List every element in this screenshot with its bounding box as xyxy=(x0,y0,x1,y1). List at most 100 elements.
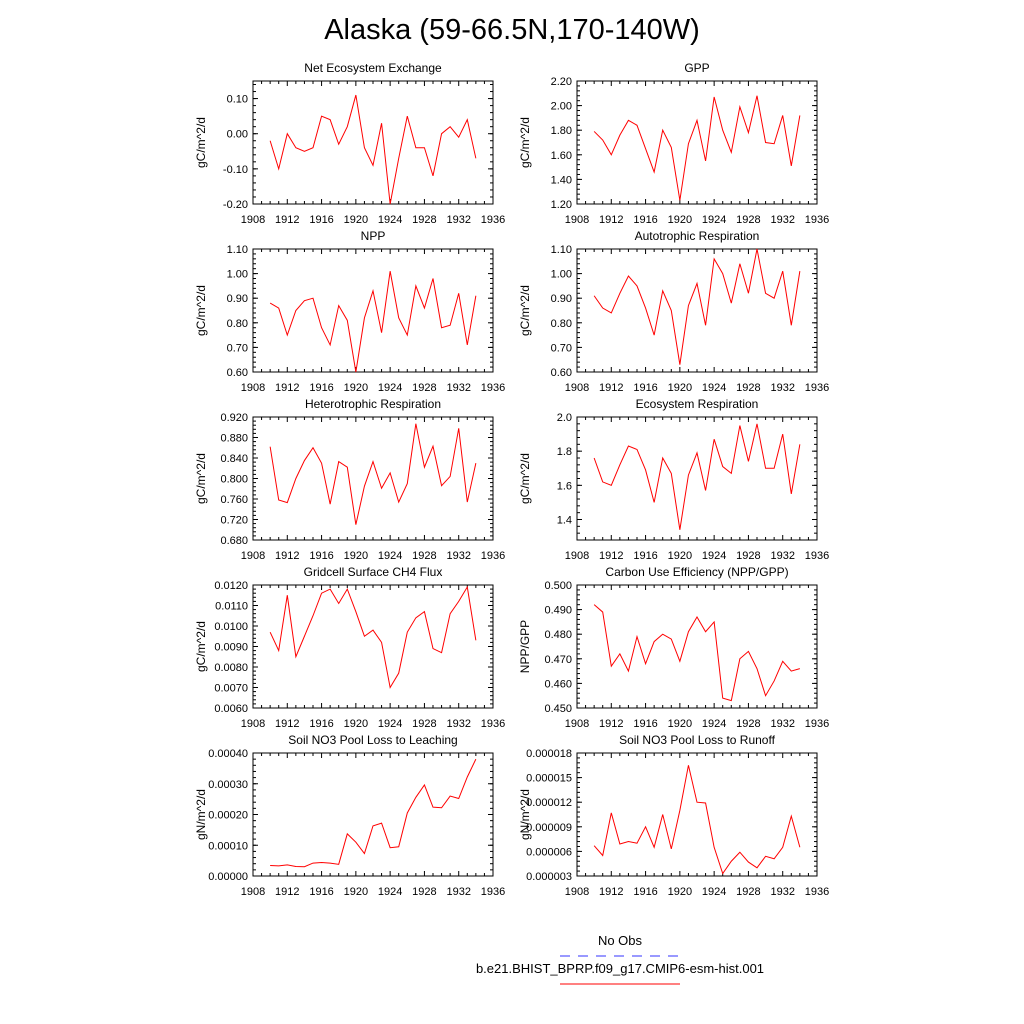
x-tick-label: 1916 xyxy=(633,382,657,394)
y-tick-label: 0.000009 xyxy=(526,822,572,834)
y-tick-label: 0.00 xyxy=(227,129,248,141)
x-tick-label: 1932 xyxy=(446,718,470,730)
y-tick-label: 0.920 xyxy=(220,412,248,424)
y-tick-label: 0.00040 xyxy=(208,748,248,760)
panel-autotrophic-respiration: Autotrophic Respiration 1908 1912 1916 1920 1… xyxy=(518,229,829,394)
x-tick-label: 1920 xyxy=(668,382,692,394)
y-tick-label: -0.20 xyxy=(223,199,248,211)
y-tick-label: 1.00 xyxy=(227,269,248,281)
x-tick-label: 1936 xyxy=(805,886,829,898)
y-tick-label: 0.60 xyxy=(551,367,572,379)
panel-carbon-use-efficiency-npp-gpp: Carbon Use Efficiency (NPP/GPP) 1908 1912 1… xyxy=(518,565,829,730)
y-tick-label: 1.00 xyxy=(551,269,572,281)
x-tick-label: 1916 xyxy=(633,214,657,226)
x-tick-label: 1920 xyxy=(344,718,368,730)
y-tick-label: 1.20 xyxy=(551,199,572,211)
y-axis-label: gC/m^2/d xyxy=(518,453,532,504)
x-tick-label: 1908 xyxy=(565,214,589,226)
x-tick-label: 1916 xyxy=(633,886,657,898)
panel-soil-no3-pool-loss-to-leaching: Soil NO3 Pool Loss to Leaching 1908 1912 19… xyxy=(194,733,505,898)
y-axis-label: gC/m^2/d xyxy=(194,453,208,504)
y-tick-label: 0.720 xyxy=(220,515,248,527)
y-tick-label: 0.000018 xyxy=(526,748,572,760)
y-tick-label: 0.60 xyxy=(227,367,248,379)
x-tick-label: 1920 xyxy=(344,550,368,562)
x-tick-label: 1924 xyxy=(702,886,726,898)
x-tick-label: 1908 xyxy=(565,718,589,730)
series-line xyxy=(269,271,477,373)
panel-heterotrophic-respiration: Heterotrophic Respiration 1908 1912 1916 192… xyxy=(194,397,505,562)
y-tick-label: 0.460 xyxy=(544,678,572,690)
y-tick-label: 0.880 xyxy=(220,433,248,445)
legend: No Obs b.e21.BHIST_BPRP.f09_g17.CMIP6-es… xyxy=(476,933,764,985)
x-tick-label: 1932 xyxy=(446,550,470,562)
x-tick-label: 1912 xyxy=(275,718,299,730)
x-tick-label: 1920 xyxy=(344,382,368,394)
panel-net-ecosystem-exchange: Net Ecosystem Exchange 1908 1912 1916 1920 19… xyxy=(194,61,505,226)
x-tick-label: 1924 xyxy=(702,718,726,730)
y-tick-label: 0.450 xyxy=(544,703,572,715)
legend-label-model: b.e21.BHIST_BPRP.f09_g17.CMIP6-esm-hist.… xyxy=(476,961,764,976)
x-tick-label: 1932 xyxy=(446,886,470,898)
x-tick-label: 1928 xyxy=(736,886,760,898)
plot-frame xyxy=(576,752,818,877)
x-tick-label: 1936 xyxy=(481,214,505,226)
legend-label-no-obs: No Obs xyxy=(598,933,643,948)
y-tick-label: 0.0110 xyxy=(215,601,248,613)
panel-title: Heterotrophic Respiration xyxy=(305,397,441,411)
x-tick-label: 1912 xyxy=(275,214,299,226)
x-tick-label: 1920 xyxy=(668,214,692,226)
x-tick-label: 1936 xyxy=(805,718,829,730)
panel-gpp: GPP 1908 1912 1916 1920 1924 1928 1932 1936 2.20 2… xyxy=(518,61,829,226)
x-tick-label: 1924 xyxy=(378,886,402,898)
panel-gridcell-surface-ch4-flux: Gridcell Surface CH4 Flux 1908 1912 1916 192… xyxy=(194,565,505,730)
y-tick-label: 0.90 xyxy=(551,293,572,305)
series-line xyxy=(269,423,477,525)
y-axis-label: gC/m^2/d xyxy=(194,285,208,336)
y-tick-label: 0.0070 xyxy=(214,683,248,695)
x-tick-label: 1908 xyxy=(241,886,265,898)
x-tick-label: 1924 xyxy=(702,550,726,562)
series-line xyxy=(593,423,801,530)
plot-frame xyxy=(576,416,818,541)
x-tick-label: 1936 xyxy=(805,382,829,394)
panel-npp: NPP 1908 1912 1916 1920 1924 1928 1932 1936 1.10 1… xyxy=(194,229,505,394)
series-line xyxy=(593,765,801,875)
y-tick-label: 0.680 xyxy=(220,535,248,547)
x-tick-label: 1924 xyxy=(378,550,402,562)
series-line xyxy=(269,94,477,205)
x-tick-label: 1936 xyxy=(805,550,829,562)
x-tick-label: 1936 xyxy=(481,382,505,394)
y-tick-label: 0.0060 xyxy=(214,703,248,715)
x-tick-label: 1912 xyxy=(599,550,623,562)
y-axis-label: NPP/GPP xyxy=(518,620,532,673)
x-tick-label: 1912 xyxy=(275,550,299,562)
x-tick-label: 1912 xyxy=(599,382,623,394)
x-tick-label: 1936 xyxy=(481,718,505,730)
y-tick-label: 1.60 xyxy=(551,150,572,162)
x-tick-label: 1908 xyxy=(241,550,265,562)
panel-ecosystem-respiration: Ecosystem Respiration 1908 1912 1916 1920 192… xyxy=(518,397,829,562)
plot-frame xyxy=(576,584,818,709)
series-line xyxy=(269,585,477,689)
x-tick-label: 1936 xyxy=(481,886,505,898)
y-tick-label: 1.8 xyxy=(557,446,572,458)
y-tick-label: 0.00000 xyxy=(208,871,248,883)
x-tick-label: 1908 xyxy=(565,886,589,898)
y-tick-label: 0.500 xyxy=(544,580,572,592)
x-tick-label: 1924 xyxy=(702,214,726,226)
panel-title: Gridcell Surface CH4 Flux xyxy=(304,565,443,579)
y-axis-label: gC/m^2/d xyxy=(518,285,532,336)
y-tick-label: 0.0080 xyxy=(214,662,248,674)
panel-title: Autotrophic Respiration xyxy=(635,229,760,243)
x-tick-label: 1916 xyxy=(309,382,333,394)
y-tick-label: 2.20 xyxy=(551,76,572,88)
x-tick-label: 1916 xyxy=(633,718,657,730)
panel-title: Soil NO3 Pool Loss to Runoff xyxy=(619,733,776,747)
panel-title: Net Ecosystem Exchange xyxy=(304,61,442,75)
panel-title: Ecosystem Respiration xyxy=(636,397,759,411)
y-tick-label: 1.10 xyxy=(551,244,572,256)
x-tick-label: 1924 xyxy=(378,718,402,730)
x-tick-label: 1924 xyxy=(702,382,726,394)
